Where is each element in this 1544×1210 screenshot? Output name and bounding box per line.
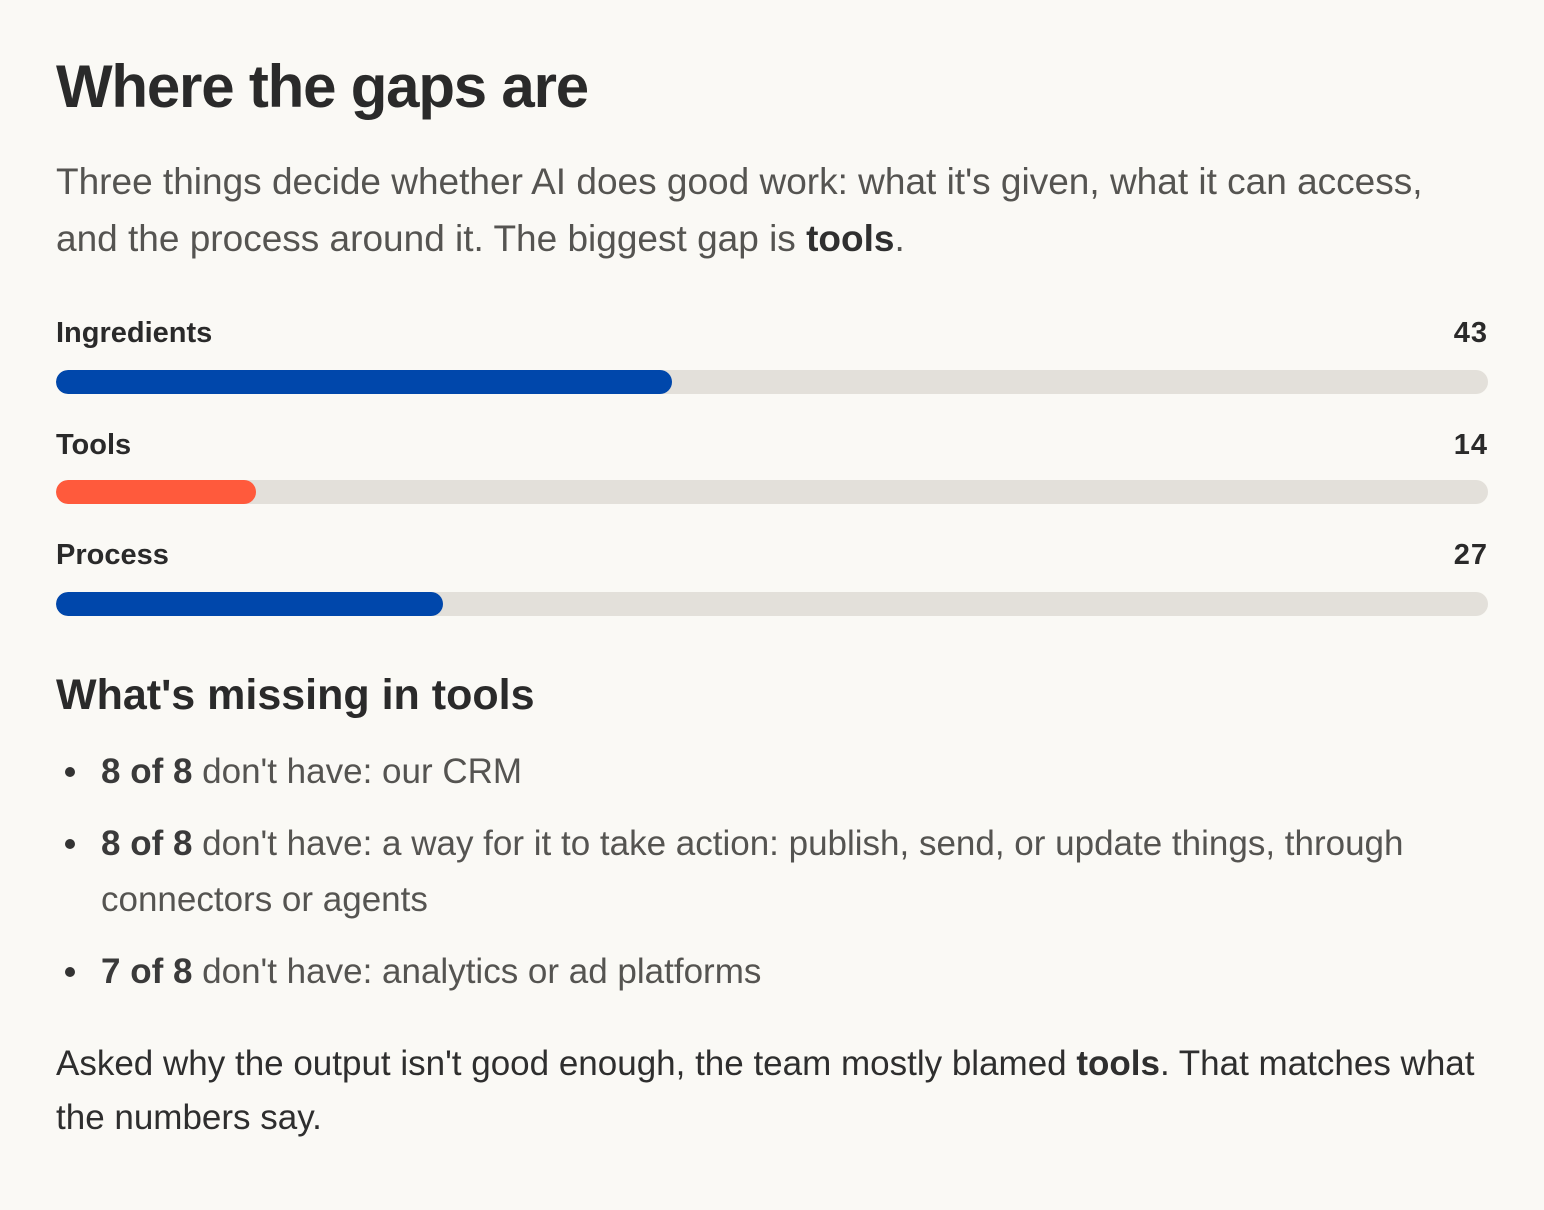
metric-label: Tools: [56, 429, 132, 461]
metric-ingredients: Ingredients 43: [56, 313, 1488, 394]
item-text: don't have: a way for it to take action:…: [101, 824, 1404, 919]
closing-text-after: . That matches what the numbers say.: [56, 1044, 1475, 1137]
bullet-icon: [65, 967, 75, 977]
item-text: don't have: analytics or ad platforms: [192, 952, 762, 991]
progress-track: [56, 370, 1488, 394]
item-count: 8 of 8: [101, 824, 193, 863]
bullet-icon: [65, 767, 75, 777]
metric-value: 14: [1453, 429, 1488, 461]
metric-label: Process: [56, 539, 169, 571]
list-item: 8 of 8 don't have: a way for it to take …: [56, 816, 1456, 928]
progress-track: [56, 480, 1488, 504]
metric-tools: Tools 14: [56, 425, 1488, 504]
item-text: don't have: our CRM: [192, 752, 523, 791]
intro-text-before: Three things decide whether AI does good…: [56, 161, 1423, 259]
progress-track: [56, 592, 1488, 616]
closing-emphasis: tools: [1076, 1044, 1160, 1083]
closing-text-before: Asked why the output isn't good enough, …: [56, 1044, 1077, 1083]
progress-fill: [56, 480, 257, 504]
list-item: 8 of 8 don't have: our CRM: [56, 744, 1456, 800]
bullet-icon: [65, 839, 75, 849]
intro-paragraph: Three things decide whether AI does good…: [56, 153, 1476, 267]
intro-text-after: .: [894, 218, 905, 259]
progress-fill: [56, 370, 672, 394]
metric-label: Ingredients: [56, 317, 213, 349]
intro-emphasis: tools: [806, 218, 895, 259]
item-count: 8 of 8: [101, 752, 193, 791]
progress-fill: [56, 592, 443, 616]
missing-list: 8 of 8 don't have: our CRM 8 of 8 don't …: [56, 744, 1456, 1016]
item-count: 7 of 8: [101, 952, 193, 991]
missing-heading: What's missing in tools: [56, 671, 535, 719]
list-item: 7 of 8 don't have: analytics or ad platf…: [56, 944, 1456, 1000]
metric-value: 27: [1453, 539, 1488, 571]
metric-value: 43: [1453, 317, 1488, 349]
page-title: Where the gaps are: [56, 53, 589, 120]
closing-paragraph: Asked why the output isn't good enough, …: [56, 1037, 1496, 1145]
metric-process: Process 27: [56, 535, 1488, 616]
